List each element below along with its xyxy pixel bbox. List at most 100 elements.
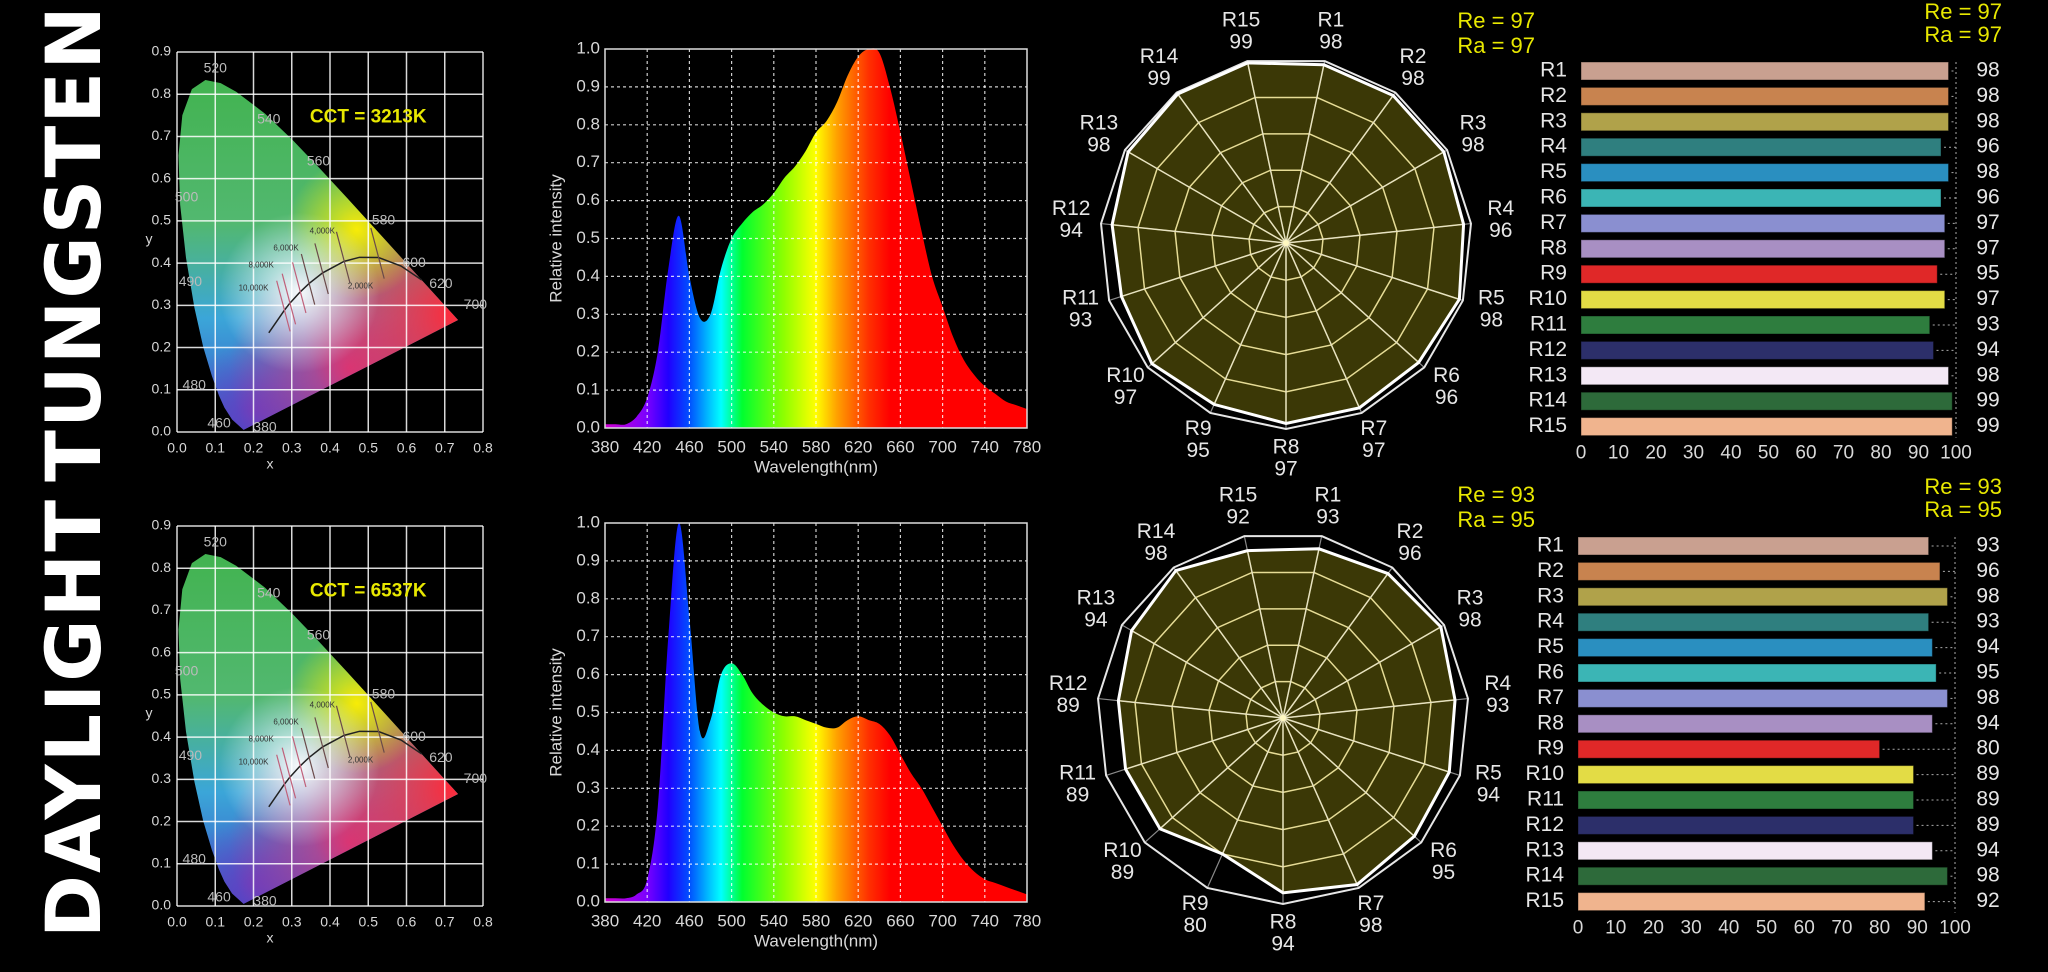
- radar-spoke-outer: [1173, 567, 1284, 719]
- wavelength-label: 700: [464, 770, 488, 786]
- cri-bar-r14: [1580, 391, 1953, 411]
- radar-value-label: 98: [1401, 67, 1424, 90]
- isotherm-line: [300, 727, 316, 779]
- y-tick-label: 0.5: [576, 702, 600, 721]
- bar-value-label: 99: [1976, 414, 1999, 437]
- radar-value-label: 80: [1183, 914, 1206, 937]
- y-tick-label: 0.7: [576, 626, 600, 645]
- radar-axis-label: R12: [1052, 197, 1091, 220]
- radar-spoke-outer: [1100, 222, 1287, 244]
- x-tick-label: 90: [1908, 443, 1929, 464]
- radar-spoke-outer: [1285, 92, 1396, 244]
- wavelength-label: 480: [183, 376, 207, 392]
- cri-bar-r4: [1577, 612, 1930, 632]
- x-tick-label: 0.8: [473, 440, 493, 456]
- bar-category-label: R13: [1528, 363, 1567, 386]
- bar-category-label: R15: [1528, 414, 1567, 437]
- x-tick-label: 0: [1573, 918, 1584, 939]
- x-tick-label: 420: [633, 911, 661, 930]
- x-tick-label: 0: [1576, 443, 1587, 464]
- cri-bar-r1: [1577, 536, 1930, 556]
- y-tick-label: 0.5: [576, 228, 600, 247]
- radar-axis-label: R3: [1460, 112, 1487, 135]
- chromaticity-chart-daylight: 0.0 0.1 0.2 0.3 0.4 0.5 0.6 0.7 0.8 0.0 0.1 0.2 0.3 0…: [146, 517, 493, 946]
- isotherm-line: [314, 717, 329, 769]
- x-tick-label: 740: [971, 911, 999, 930]
- bar-category-label: R9: [1537, 737, 1564, 760]
- radar-data-outline: [1116, 547, 1457, 895]
- radar-value-label: 93: [1316, 505, 1339, 528]
- re-annotation: Re = 93: [1924, 474, 2002, 499]
- cri-bar-r11: [1577, 790, 1915, 810]
- y-tick-label: 0.3: [576, 778, 600, 797]
- radar-spoke-outer: [1147, 242, 1287, 368]
- x-tick-label: 50: [1756, 918, 1777, 939]
- isotherm-line: [281, 747, 297, 799]
- radar-axis-label: R5: [1475, 761, 1502, 784]
- bar-value-label: 96: [1976, 186, 1999, 209]
- x-tick-label: 540: [760, 911, 788, 930]
- x-tick-label: 70: [1831, 918, 1852, 939]
- radar-axis-label: R7: [1357, 892, 1384, 915]
- bar-category-label: R2: [1537, 559, 1564, 582]
- radar-value-label: 98: [1458, 609, 1481, 632]
- radar-value-label: 89: [1111, 861, 1134, 884]
- wavelength-label: 490: [179, 273, 203, 289]
- cri-bar-r4: [1580, 137, 1942, 157]
- y-tick-label: 0.0: [152, 423, 172, 439]
- x-tick-label: 620: [844, 911, 872, 930]
- bar-value-label: 94: [1976, 711, 2000, 734]
- bar-value-label: 97: [1976, 236, 1999, 259]
- bar-value-label: 97: [1976, 287, 1999, 310]
- x-tick-label: 700: [928, 911, 956, 930]
- bar-value-label: 89: [1976, 762, 1999, 785]
- row-label-tungsten: TUNGSTEN: [29, 4, 118, 482]
- spectrum-area: [605, 522, 1027, 902]
- x-tick-label: 380: [591, 911, 619, 930]
- cri-bar-r7: [1580, 213, 1946, 233]
- cri-bar-r3: [1580, 112, 1949, 132]
- x-tick-label: 700: [928, 437, 956, 456]
- radar-spoke-outer: [1209, 242, 1287, 414]
- cri-bar-r12: [1577, 815, 1915, 835]
- isotherm-label: 2,000K: [348, 755, 374, 764]
- radar-data-outline: [1110, 61, 1466, 425]
- radar-outer-ring: [1097, 535, 1469, 906]
- radar-spoke-outer: [1176, 92, 1287, 244]
- radar-value-label: 99: [1147, 67, 1170, 90]
- x-tick-label: 0.6: [397, 440, 417, 456]
- radar-axis-label: R8: [1273, 436, 1300, 459]
- y-tick-label: 0.0: [152, 897, 172, 913]
- row-label-daylight: DAYLIGHT: [29, 498, 118, 938]
- bar-value-label: 98: [1976, 59, 1999, 82]
- radar-value-label: 98: [1144, 542, 1167, 565]
- wavelength-label: 540: [257, 584, 281, 600]
- radar-value-label: 89: [1057, 694, 1080, 717]
- y-tick-label: 1.0: [576, 512, 600, 531]
- y-tick-label: 0.2: [152, 812, 172, 828]
- plot-frame: [604, 48, 1028, 429]
- x-tick-label: 500: [717, 911, 745, 930]
- x-tick-label: 0.2: [244, 914, 264, 930]
- wavelength-label: 560: [307, 152, 331, 168]
- cri-bar-r3: [1577, 587, 1948, 607]
- bar-value-label: 96: [1976, 559, 1999, 582]
- bar-category-label: R9: [1540, 262, 1567, 285]
- radar-spoke-outer: [1285, 242, 1425, 368]
- x-tick-label: 0.6: [397, 914, 417, 930]
- radar-axis-label: R12: [1049, 672, 1088, 695]
- y-tick-label: 0.1: [152, 854, 172, 870]
- y-tick-label: 0.6: [152, 169, 172, 185]
- radar-value-label: 93: [1069, 308, 1092, 331]
- y-tick-label: 0.6: [576, 664, 600, 683]
- bar-category-label: R3: [1540, 109, 1567, 132]
- y-axis-label: Relative intensity: [546, 174, 565, 303]
- wavelength-label: 560: [307, 626, 331, 642]
- bar-chart-tungsten: R1 98 R2 98 R3 98 R4 96 R5 98 R6 96 R7 97 R8 97 R9 95 R10 9…: [1528, 0, 2002, 464]
- wavelength-label: 700: [464, 296, 488, 312]
- y-tick-label: 0.7: [152, 127, 172, 143]
- radar-value-label: 93: [1486, 694, 1509, 717]
- bar-value-label: 99: [1976, 389, 1999, 412]
- wavelength-label: 620: [429, 749, 453, 765]
- x-tick-label: 780: [1013, 437, 1041, 456]
